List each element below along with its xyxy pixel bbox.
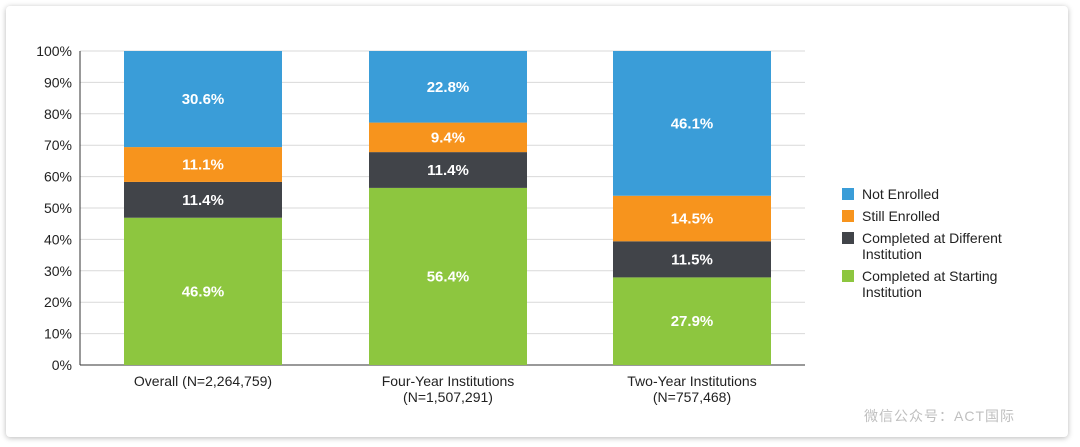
bar-segment (124, 181, 282, 218)
legend-label: Completed at Starting Institution (862, 268, 998, 300)
data-label: 22.8% (427, 79, 470, 96)
data-label: 14.5% (671, 211, 714, 228)
y-tick-label: 20% (44, 294, 72, 310)
legend-label: Still Enrolled (862, 208, 940, 224)
bar-segment (613, 51, 771, 196)
legend-swatch (842, 188, 854, 200)
watermark: 微信公众号：ACT国际 (864, 408, 1015, 424)
data-label: 56.4% (427, 268, 470, 285)
bar-segment (124, 217, 282, 365)
legend-item: Not Enrolled (842, 186, 1052, 202)
y-tick-label: 70% (44, 137, 72, 153)
data-label: 11.5% (671, 251, 713, 268)
bar-segment (124, 51, 282, 148)
data-label: 11.4% (182, 192, 224, 209)
data-label: 11.1% (182, 157, 224, 174)
data-label: 27.9% (671, 313, 714, 330)
y-tick-label: 40% (44, 231, 72, 247)
legend-swatch (842, 232, 854, 244)
data-label: 11.4% (427, 162, 469, 179)
legend-item: Completed at Different Institution (842, 230, 1052, 262)
bar-segment (613, 277, 771, 365)
legend-label: Completed at Different Institution (862, 230, 1002, 262)
y-tick-label: 60% (44, 169, 72, 185)
bar-segment (124, 147, 282, 182)
x-category-label: Two-Year Institutions (627, 373, 756, 389)
x-category-label: (N=757,468) (653, 389, 731, 405)
legend-item: Still Enrolled (842, 208, 1052, 224)
chart-legend: Not Enrolled Still Enrolled Completed at D… (842, 186, 1052, 306)
data-label: 46.1% (671, 115, 714, 132)
bar-segment (369, 51, 527, 123)
x-category-label: Overall (N=2,264,759) (134, 373, 272, 389)
y-tick-label: 100% (36, 43, 72, 59)
data-label: 30.6% (182, 91, 225, 108)
data-label: 9.4% (431, 129, 465, 146)
y-tick-label: 30% (44, 263, 72, 279)
bar-segment (369, 122, 527, 153)
x-category-label: (N=1,507,291) (403, 389, 493, 405)
bar-segment (613, 195, 771, 242)
bar-segment (369, 152, 527, 188)
x-category-label: Four-Year Institutions (382, 373, 515, 389)
y-tick-label: 10% (44, 326, 72, 342)
y-tick-label: 80% (44, 106, 72, 122)
legend-swatch (842, 210, 854, 222)
data-label: 46.9% (182, 283, 225, 300)
y-tick-label: 50% (44, 200, 72, 216)
legend-item: Completed at Starting Institution (842, 268, 1052, 300)
y-tick-label: 0% (52, 357, 72, 373)
bar-segment (369, 187, 527, 365)
bar-segment (613, 241, 771, 278)
legend-label: Not Enrolled (862, 186, 940, 202)
y-tick-label: 90% (44, 74, 72, 90)
legend-swatch (842, 270, 854, 282)
